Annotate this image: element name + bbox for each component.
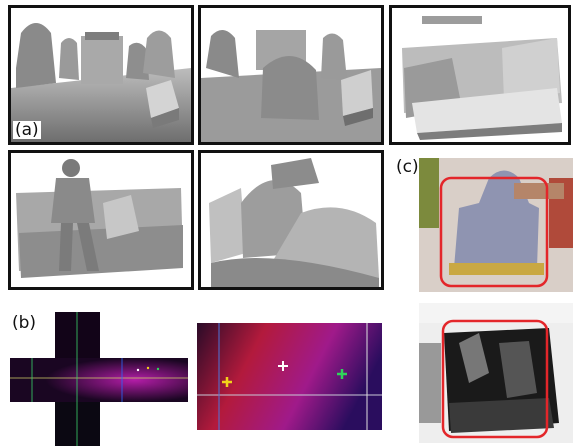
recon-image-person-sofa bbox=[11, 153, 191, 287]
rgb-photo bbox=[419, 158, 573, 292]
recon-panel-a3 bbox=[389, 5, 571, 145]
recon-image-castle-draped bbox=[201, 153, 381, 287]
recon-image-sofa-empty bbox=[392, 8, 568, 142]
recon-image-castle-angle bbox=[201, 8, 381, 142]
recon-image-castle-front bbox=[11, 8, 191, 142]
recon-panel-a4 bbox=[8, 150, 194, 290]
recon-panel-a5 bbox=[198, 150, 384, 290]
green-plus-icon bbox=[337, 369, 347, 379]
depth-map-image bbox=[419, 303, 573, 443]
white-plus-icon bbox=[278, 361, 288, 371]
highlight-box bbox=[439, 176, 549, 288]
recon-panel-a2 bbox=[198, 5, 384, 145]
highlight-box-depth bbox=[441, 319, 549, 439]
label-a: (a) bbox=[13, 120, 41, 140]
panorama-image bbox=[197, 323, 382, 430]
label-c: (c) bbox=[394, 157, 421, 177]
cube-map-image bbox=[10, 312, 188, 446]
label-b: (b) bbox=[10, 313, 39, 333]
yellow-plus-icon bbox=[222, 377, 232, 387]
recon-panel-a1: (a) bbox=[8, 5, 194, 145]
